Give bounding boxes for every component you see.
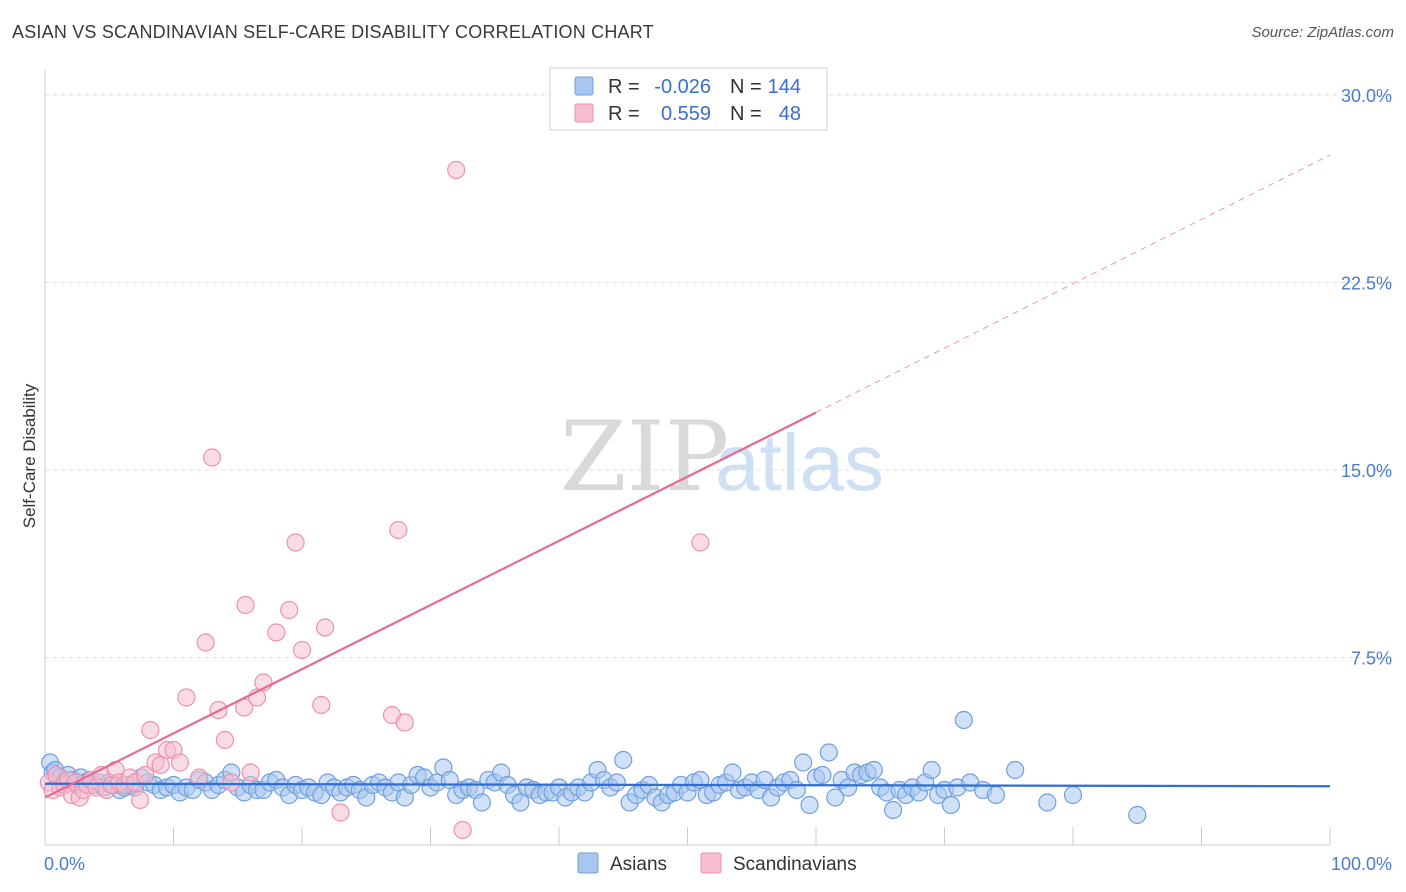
data-points	[39, 160, 1147, 840]
point-scandinavians-34	[215, 730, 234, 750]
point-scandinavians-37	[236, 595, 255, 615]
point-asians-79	[511, 793, 530, 812]
trend-line-scandinavians	[44, 411, 817, 799]
point-asians-73	[472, 793, 491, 812]
point-scandinavians-45	[312, 695, 331, 715]
point-asians-122	[787, 780, 806, 800]
y-tick-label-0: 7.5%	[1351, 649, 1392, 669]
legend-n-value-scandinavians: 48	[779, 103, 801, 125]
point-scandinavians-49	[389, 520, 408, 540]
point-asians-137	[883, 800, 903, 820]
trend-line-extension-scandinavians	[815, 154, 1331, 413]
legend-n-label-scandinavians: N =	[730, 103, 762, 125]
chart-title: ASIAN VS SCANDINAVIAN SELF-CARE DISABILI…	[12, 22, 654, 42]
legend-swatch-asians	[574, 76, 594, 96]
y-axis-label: Self-Care Disability	[20, 383, 39, 528]
point-asians-143	[922, 760, 941, 780]
point-asians-94	[607, 773, 626, 792]
point-scandinavians-35	[222, 773, 241, 792]
trend-lines	[44, 154, 1331, 799]
point-asians-124	[800, 795, 819, 815]
y-tick-label-1: 15.0%	[1341, 461, 1392, 481]
watermark-zip: ZIP	[560, 401, 729, 513]
grid-lines	[45, 94, 1392, 658]
y-tick-labels: 7.5% 15.0% 22.5% 30.0%	[1341, 86, 1392, 669]
legend-r-value-scandinavians: 0.559	[661, 103, 711, 125]
axes	[44, 70, 1331, 846]
point-scandinavians-31	[196, 633, 215, 652]
point-asians-112	[723, 763, 742, 782]
point-asians-127	[819, 743, 838, 762]
x-tick-labels: 0.0% 100.0%	[44, 854, 1392, 874]
point-asians-95	[614, 750, 633, 770]
point-asians-134	[864, 760, 883, 780]
bottom-legend-label-asians: Asians	[610, 854, 667, 875]
bottom-legend: Asians Scandinavians	[577, 852, 857, 875]
point-scandinavians-41	[267, 623, 286, 642]
legend-n-value-asians: 144	[768, 76, 801, 98]
point-asians-130	[839, 778, 858, 797]
point-asians-155	[1128, 805, 1147, 825]
point-asians-153	[1038, 793, 1057, 812]
point-scandinavians-21	[130, 790, 150, 810]
legend-n-label-asians: N =	[730, 76, 762, 98]
point-asians-151	[986, 785, 1006, 805]
point-asians-154	[1063, 785, 1083, 805]
point-scandinavians-52	[453, 820, 472, 840]
legend-r-value-asians: -0.026	[654, 76, 711, 98]
point-asians-152	[1006, 760, 1025, 780]
legend-box: R = -0.026 N = 144 R = 0.559 N = 48	[549, 67, 828, 131]
source-credit: Source: ZipAtlas.com	[1251, 24, 1394, 41]
point-asians-128	[826, 788, 845, 807]
point-scandinavians-32	[202, 448, 222, 467]
point-scandinavians-29	[177, 688, 196, 707]
point-scandinavians-38	[241, 763, 260, 782]
point-asians-123	[794, 753, 813, 772]
y-tick-label-2: 22.5%	[1341, 274, 1392, 294]
point-scandinavians-23	[141, 720, 160, 740]
legend-r-label-asians: R =	[608, 76, 640, 98]
point-scandinavians-50	[395, 713, 414, 732]
bottom-legend-swatch-scandinavians	[700, 852, 722, 874]
point-asians-146	[941, 795, 961, 815]
point-scandinavians-42	[280, 600, 299, 620]
point-scandinavians-44	[292, 640, 312, 660]
legend-r-label-scandinavians: R =	[608, 103, 640, 125]
point-scandinavians-47	[331, 803, 350, 822]
point-scandinavians-28	[170, 753, 190, 772]
point-scandinavians-30	[190, 768, 209, 787]
point-scandinavians-53	[691, 533, 710, 552]
point-scandinavians-46	[316, 618, 335, 637]
point-asians-148	[954, 710, 973, 730]
bottom-legend-swatch-asians	[577, 852, 599, 874]
legend-frame	[549, 67, 828, 131]
legend-swatch-scandinavians	[574, 103, 594, 123]
point-asians-126	[813, 765, 832, 785]
point-scandinavians-51	[447, 160, 466, 180]
y-tick-label-3: 30.0%	[1341, 86, 1392, 106]
x-tick-label-1: 100.0%	[1331, 854, 1392, 874]
trend-line-asians	[44, 782, 1331, 788]
watermark-atlas: atlas	[715, 418, 884, 507]
point-scandinavians-25	[151, 755, 170, 775]
x-tick-label-0: 0.0%	[44, 854, 85, 874]
bottom-legend-label-scandinavians: Scandinavians	[733, 854, 857, 875]
point-scandinavians-43	[286, 533, 305, 552]
